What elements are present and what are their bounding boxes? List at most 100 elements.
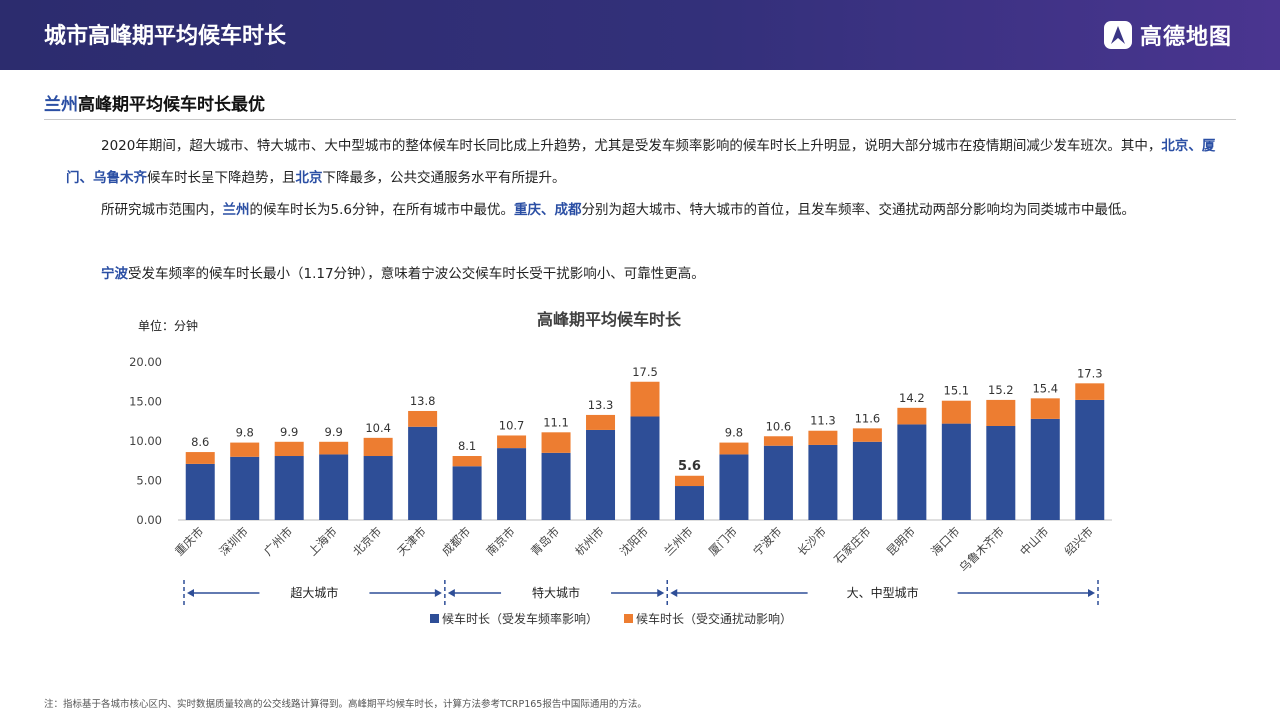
x-tick-label: 长沙市 xyxy=(795,524,829,558)
y-tick-label: 15.00 xyxy=(129,395,162,409)
group-label: 超大城市 xyxy=(290,585,338,600)
y-tick-label: 5.00 xyxy=(136,474,162,488)
x-tick-label: 厦门市 xyxy=(706,524,740,558)
bar-frequency xyxy=(630,416,660,520)
bar-frequency xyxy=(452,466,482,520)
total-value-label: 11.1 xyxy=(543,415,569,429)
total-value-label: 10.6 xyxy=(766,419,792,433)
total-value-label: 8.6 xyxy=(191,435,209,449)
bar-frequency xyxy=(1075,399,1105,520)
group-label: 特大城市 xyxy=(532,585,580,600)
bar-disturbance xyxy=(630,381,660,417)
x-tick-label: 上海市 xyxy=(305,524,339,558)
total-value-label: 9.9 xyxy=(280,425,298,439)
bar-frequency xyxy=(319,454,349,520)
paragraph-3: 宁波受发车频率的候车时长最小（1.17分钟），意味着宁波公交候车时长受干扰影响小… xyxy=(66,258,1216,290)
bar-frequency xyxy=(497,448,527,520)
p2-highlight-cities: 重庆、成都 xyxy=(513,202,582,218)
y-tick-label: 20.00 xyxy=(129,355,162,369)
p3-highlight-ningbo: 宁波 xyxy=(101,266,128,282)
p2-text-a: 所研究城市范围内， xyxy=(101,202,223,218)
paragraph-1: 2020年期间，超大城市、特大城市、大中型城市的整体候车时长同比成上升趋势，尤其… xyxy=(66,130,1216,194)
total-value-label: 5.6 xyxy=(678,459,701,474)
x-tick-label: 乌鲁木齐市 xyxy=(956,524,1007,575)
paragraph-2: 所研究城市范围内，兰州的候车时长为5.6分钟，在所有城市中最优。重庆、成都分别为… xyxy=(66,194,1216,226)
p1-highlight-cities: 北京、厦门、乌鲁木齐 xyxy=(66,138,1216,186)
p2-text-c: 的候车时长为5.6分钟，在所有城市中最优。 xyxy=(249,202,514,218)
total-value-label: 9.9 xyxy=(325,425,343,439)
group-arrow-head-right xyxy=(1088,589,1095,597)
bar-frequency xyxy=(541,452,571,520)
total-value-label: 17.3 xyxy=(1077,366,1103,380)
group-arrow-head-left xyxy=(187,589,194,597)
bar-disturbance xyxy=(986,399,1016,426)
p2-text-e: 分别为超大城市、特大城市的首位，且发车频率、交通扰动两部分影响均为同类城市中最低… xyxy=(581,202,1135,218)
x-tick-label: 深圳市 xyxy=(217,524,251,558)
bar-frequency xyxy=(185,463,215,520)
legend-swatch-frequency xyxy=(430,614,439,623)
total-value-label: 8.1 xyxy=(458,439,476,453)
bar-frequency xyxy=(852,441,882,520)
bar-disturbance xyxy=(319,441,349,455)
bar-disturbance xyxy=(408,410,438,427)
amap-logo-icon xyxy=(1104,21,1132,49)
group-label: 大、中型城市 xyxy=(847,585,919,600)
total-value-label: 15.1 xyxy=(944,384,970,398)
p1-text-c: 候车时长呈下降趋势，且 xyxy=(147,170,296,186)
section-title: 高峰期平均候车时长最优 xyxy=(78,95,265,115)
total-value-label: 10.4 xyxy=(365,421,391,435)
total-value-label: 10.7 xyxy=(499,418,525,432)
total-value-label: 15.4 xyxy=(1032,381,1058,395)
legend-swatch-disturbance xyxy=(624,614,633,623)
total-value-label: 14.2 xyxy=(899,391,925,405)
p2-highlight-lanzhou: 兰州 xyxy=(222,202,250,218)
bar-frequency xyxy=(274,456,304,520)
bar-disturbance xyxy=(719,442,749,455)
x-tick-label: 绍兴市 xyxy=(1062,524,1096,558)
bar-disturbance xyxy=(363,437,393,457)
bar-disturbance xyxy=(941,400,971,424)
footnote: 注：指标基于各城市核心区内、实时数据质量较高的公交线路计算得到。高峰期平均候车时… xyxy=(44,699,647,710)
total-value-label: 11.6 xyxy=(855,411,881,425)
group-arrow-head-left xyxy=(447,589,455,597)
bar-frequency xyxy=(719,454,749,520)
x-tick-label: 广州市 xyxy=(261,524,295,558)
bar-disturbance xyxy=(185,452,215,464)
x-tick-label: 兰州市 xyxy=(661,524,695,558)
bar-disturbance xyxy=(897,407,927,425)
stacked-bar-chart: 高峰期平均候车时长 单位：分钟 0.00 5.00 10.00 15.00 20.00 8.6… xyxy=(129,310,1112,626)
group-arrow-head-right xyxy=(434,589,442,597)
x-tick-label: 天津市 xyxy=(394,524,428,558)
bar-frequency xyxy=(1030,418,1060,520)
bar-disturbance xyxy=(541,432,571,453)
x-tick-label: 杭州市 xyxy=(572,524,606,558)
y-tick-label: 10.00 xyxy=(129,434,162,448)
x-tick-label: 石家庄市 xyxy=(831,524,873,566)
bar-disturbance xyxy=(852,428,882,442)
p1-text-a: 2020年期间，超大城市、特大城市、大中型城市的整体候车时长同比成上升趋势，尤其… xyxy=(101,138,1162,154)
bar-disturbance xyxy=(586,414,616,430)
bar-disturbance xyxy=(1030,398,1060,419)
total-value-label: 9.8 xyxy=(725,426,743,440)
total-value-label: 11.3 xyxy=(810,414,836,428)
bar-disturbance xyxy=(1075,383,1105,400)
x-tick-label: 宁波市 xyxy=(750,524,784,558)
p1-highlight-beijing: 北京 xyxy=(295,170,323,186)
logo-text: 高德地图 xyxy=(1140,25,1233,50)
bar-disturbance xyxy=(274,441,304,457)
x-tick-label: 成都市 xyxy=(439,524,473,558)
group-arrow-head-right xyxy=(657,589,665,597)
bar-disturbance xyxy=(230,442,260,457)
total-value-label: 13.3 xyxy=(588,398,614,412)
bar-disturbance xyxy=(452,456,482,467)
x-tick-label: 昆明市 xyxy=(884,524,918,558)
y-tick-label: 0.00 xyxy=(136,513,162,527)
total-value-label: 9.8 xyxy=(236,426,254,440)
bar-frequency xyxy=(586,429,616,520)
legend-label-frequency: 候车时长（受发车频率影响） xyxy=(442,611,598,626)
bar-frequency xyxy=(763,445,793,520)
bar-frequency xyxy=(897,424,927,520)
x-tick-label: 中山市 xyxy=(1017,524,1051,558)
bar-frequency xyxy=(808,444,838,520)
bar-disturbance xyxy=(497,435,527,449)
